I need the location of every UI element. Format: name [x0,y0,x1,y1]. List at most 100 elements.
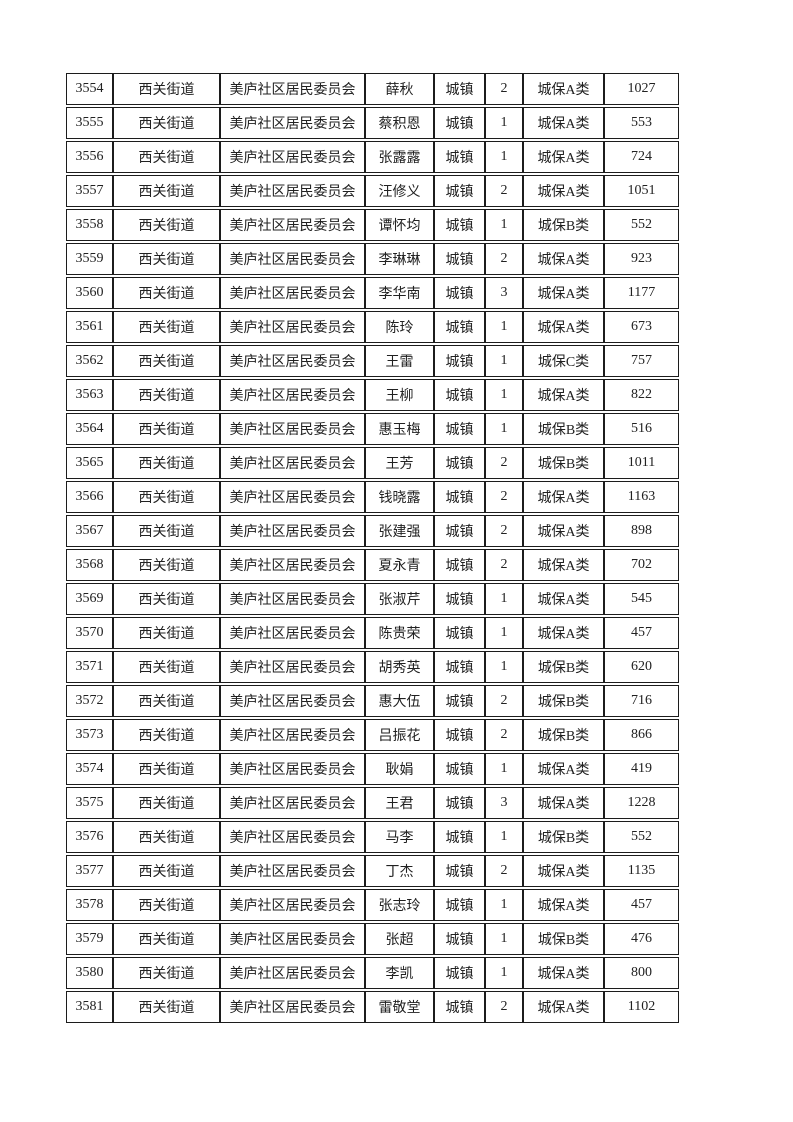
cell-insurance-category: 城保B类 [523,923,604,955]
cell-person-name: 吕振花 [365,719,434,751]
cell-serial-number: 3554 [66,73,113,105]
cell-amount: 1163 [604,481,679,513]
table-row: 3574 西关街道 美庐社区居民委员会 耿娟 城镇 1 城保A类 419 [66,753,679,785]
cell-person-count: 1 [485,651,523,683]
cell-person-count: 1 [485,957,523,989]
cell-household-type: 城镇 [434,175,485,207]
cell-insurance-category: 城保A类 [523,991,604,1023]
table-row: 3576 西关街道 美庐社区居民委员会 马李 城镇 1 城保B类 552 [66,821,679,853]
cell-committee: 美庐社区居民委员会 [220,413,365,445]
cell-street: 西关街道 [113,719,220,751]
cell-household-type: 城镇 [434,481,485,513]
cell-committee: 美庐社区居民委员会 [220,311,365,343]
cell-street: 西关街道 [113,549,220,581]
cell-insurance-category: 城保B类 [523,209,604,241]
cell-serial-number: 3564 [66,413,113,445]
cell-person-count: 2 [485,855,523,887]
cell-amount: 702 [604,549,679,581]
table-body: 3554 西关街道 美庐社区居民委员会 薛秋 城镇 2 城保A类 1027 3555 西关街道 美庐… [66,73,679,1023]
cell-person-count: 3 [485,277,523,309]
cell-committee: 美庐社区居民委员会 [220,889,365,921]
cell-committee: 美庐社区居民委员会 [220,821,365,853]
cell-serial-number: 3578 [66,889,113,921]
table-row: 3580 西关街道 美庐社区居民委员会 李凯 城镇 1 城保A类 800 [66,957,679,989]
cell-person-name: 丁杰 [365,855,434,887]
cell-person-name: 张志玲 [365,889,434,921]
cell-person-count: 1 [485,821,523,853]
cell-committee: 美庐社区居民委员会 [220,651,365,683]
cell-household-type: 城镇 [434,515,485,547]
cell-amount: 724 [604,141,679,173]
cell-street: 西关街道 [113,175,220,207]
cell-household-type: 城镇 [434,651,485,683]
cell-serial-number: 3567 [66,515,113,547]
cell-street: 西关街道 [113,447,220,479]
cell-street: 西关街道 [113,821,220,853]
cell-household-type: 城镇 [434,73,485,105]
cell-street: 西关街道 [113,753,220,785]
cell-committee: 美庐社区居民委员会 [220,549,365,581]
table-row: 3562 西关街道 美庐社区居民委员会 王雷 城镇 1 城保C类 757 [66,345,679,377]
cell-amount: 552 [604,209,679,241]
cell-person-name: 陈贵荣 [365,617,434,649]
table-row: 3567 西关街道 美庐社区居民委员会 张建强 城镇 2 城保A类 898 [66,515,679,547]
cell-insurance-category: 城保A类 [523,855,604,887]
cell-household-type: 城镇 [434,787,485,819]
cell-committee: 美庐社区居民委员会 [220,753,365,785]
cell-committee: 美庐社区居民委员会 [220,719,365,751]
table-row: 3564 西关街道 美庐社区居民委员会 惠玉梅 城镇 1 城保B类 516 [66,413,679,445]
cell-street: 西关街道 [113,277,220,309]
cell-insurance-category: 城保C类 [523,345,604,377]
cell-committee: 美庐社区居民委员会 [220,345,365,377]
cell-person-count: 3 [485,787,523,819]
cell-serial-number: 3555 [66,107,113,139]
cell-insurance-category: 城保A类 [523,549,604,581]
cell-street: 西关街道 [113,413,220,445]
cell-person-name: 耿娟 [365,753,434,785]
cell-amount: 476 [604,923,679,955]
cell-committee: 美庐社区居民委员会 [220,515,365,547]
table-row: 3558 西关街道 美庐社区居民委员会 谭怀均 城镇 1 城保B类 552 [66,209,679,241]
cell-serial-number: 3571 [66,651,113,683]
cell-person-count: 1 [485,345,523,377]
cell-insurance-category: 城保A类 [523,73,604,105]
cell-insurance-category: 城保A类 [523,107,604,139]
cell-person-count: 2 [485,685,523,717]
cell-insurance-category: 城保B类 [523,413,604,445]
cell-committee: 美庐社区居民委员会 [220,583,365,615]
cell-serial-number: 3572 [66,685,113,717]
table-row: 3561 西关街道 美庐社区居民委员会 陈玲 城镇 1 城保A类 673 [66,311,679,343]
cell-committee: 美庐社区居民委员会 [220,209,365,241]
cell-serial-number: 3580 [66,957,113,989]
cell-serial-number: 3559 [66,243,113,275]
cell-person-name: 惠玉梅 [365,413,434,445]
cell-street: 西关街道 [113,243,220,275]
cell-person-name: 李琳琳 [365,243,434,275]
cell-street: 西关街道 [113,923,220,955]
cell-person-name: 王芳 [365,447,434,479]
cell-amount: 800 [604,957,679,989]
cell-household-type: 城镇 [434,753,485,785]
cell-household-type: 城镇 [434,957,485,989]
cell-person-count: 1 [485,583,523,615]
cell-household-type: 城镇 [434,889,485,921]
cell-amount: 457 [604,617,679,649]
cell-insurance-category: 城保A类 [523,617,604,649]
cell-serial-number: 3560 [66,277,113,309]
cell-person-name: 王君 [365,787,434,819]
cell-street: 西关街道 [113,73,220,105]
cell-amount: 1135 [604,855,679,887]
cell-committee: 美庐社区居民委员会 [220,923,365,955]
cell-household-type: 城镇 [434,379,485,411]
table-row: 3572 西关街道 美庐社区居民委员会 惠大伍 城镇 2 城保B类 716 [66,685,679,717]
cell-serial-number: 3557 [66,175,113,207]
cell-serial-number: 3577 [66,855,113,887]
cell-person-name: 惠大伍 [365,685,434,717]
cell-insurance-category: 城保B类 [523,821,604,853]
cell-household-type: 城镇 [434,243,485,275]
cell-committee: 美庐社区居民委员会 [220,107,365,139]
cell-serial-number: 3574 [66,753,113,785]
table-row: 3578 西关街道 美庐社区居民委员会 张志玲 城镇 1 城保A类 457 [66,889,679,921]
cell-person-name: 马李 [365,821,434,853]
cell-person-name: 王柳 [365,379,434,411]
